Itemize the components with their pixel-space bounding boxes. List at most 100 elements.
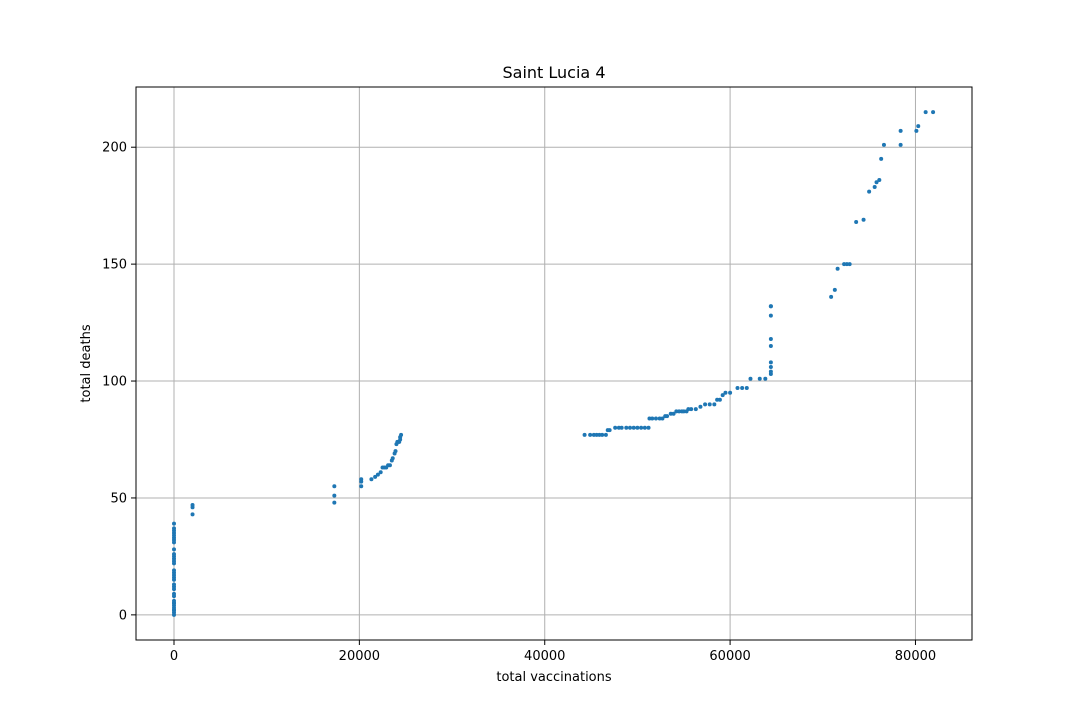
x-tick-label: 0 [170,649,178,664]
data-point [715,397,720,402]
data-point [172,552,176,557]
y-tick-label: 50 [110,491,127,506]
data-point [190,502,195,507]
chart-title: Saint Lucia 4 [503,63,606,82]
data-point [898,128,903,133]
data-point [359,484,364,489]
data-point [657,416,662,421]
data-point [378,470,383,475]
data-point [861,217,866,222]
plot-frame [135,86,973,641]
y-axis-label: total deaths [79,324,94,402]
data-point [190,512,195,517]
x-tick-label: 80000 [895,649,936,664]
data-point [844,262,849,267]
data-point [681,409,686,414]
x-tick-label: 20000 [339,649,380,664]
data-point [613,425,618,430]
data-point [332,484,337,489]
data-point [768,313,773,318]
y-tick-label: 0 [119,608,127,623]
data-point [172,526,176,531]
data-point [635,425,640,430]
data-point [387,463,392,468]
x-axis-label: total vaccinations [496,670,612,685]
data-point [916,124,921,129]
data-point [720,393,725,398]
data-point [665,414,670,419]
data-point [829,294,834,299]
data-point [591,432,596,437]
data-point [619,425,624,430]
data-point [728,390,733,395]
data-point [707,402,712,407]
data-point [735,386,740,391]
data-points [172,110,936,617]
data-point [768,336,773,341]
data-point [359,477,364,482]
data-point [768,360,773,365]
data-point [631,425,636,430]
data-point [660,416,665,421]
data-point [594,432,599,437]
data-point [172,601,176,606]
data-point [914,128,919,133]
data-point [923,110,928,115]
data-point [698,404,703,409]
data-point [671,411,676,416]
data-point [369,477,374,482]
data-point [703,402,708,407]
data-point [373,474,378,479]
data-point [874,180,879,185]
data-point [399,432,404,437]
data-point [172,568,176,573]
data-point [616,425,621,430]
data-point [172,582,176,587]
data-point [172,521,176,526]
data-point [390,456,395,461]
data-point [842,262,847,267]
data-point [600,432,605,437]
x-tick-label: 40000 [524,649,565,664]
data-point [628,425,632,430]
y-tick-label: 200 [102,141,127,156]
data-point [172,608,176,613]
data-point [763,376,768,381]
data-point [872,184,877,189]
data-point [768,365,773,370]
axis-ticks: 0 20000 40000 60000 80000 0 50 100 150 200 [102,141,936,664]
data-point [332,493,337,498]
data-point [712,402,717,407]
data-point [835,266,840,271]
data-point [717,397,722,402]
data-point [832,287,837,292]
data-point [881,142,886,147]
data-point [624,425,629,430]
data-point [847,262,852,267]
y-tick-label: 100 [102,375,127,390]
data-point [597,432,602,437]
data-point [867,189,872,194]
data-point [172,547,176,552]
data-point [693,407,698,412]
data-point [588,432,593,437]
data-point [375,472,380,477]
data-point [647,416,652,421]
data-point [898,142,903,147]
data-point [603,432,608,437]
data-point [582,432,587,437]
data-point [931,110,936,115]
data-point [740,386,745,391]
data-point [748,376,753,381]
data-point [677,409,682,414]
data-point [646,425,651,430]
data-point [172,591,176,596]
data-point [686,407,691,412]
data-point [642,425,647,430]
data-point [877,177,882,182]
data-point [757,376,762,381]
data-point [393,449,398,454]
data-point [854,220,859,225]
